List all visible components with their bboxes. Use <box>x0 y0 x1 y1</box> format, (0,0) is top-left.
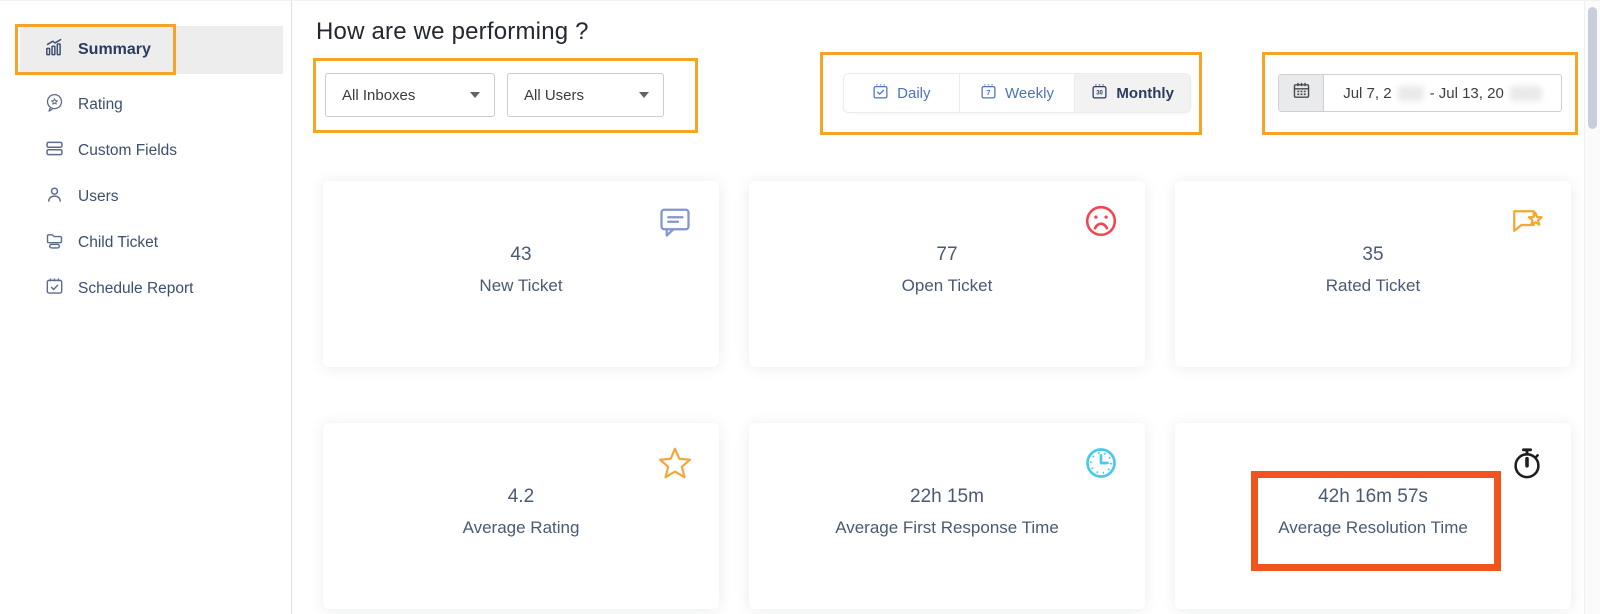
page-title: How are we performing ? <box>316 18 589 45</box>
calendar-icon <box>1292 81 1311 105</box>
sidebar-item-child-ticket[interactable]: Child Ticket <box>20 228 283 258</box>
bar-chart-icon <box>44 37 65 63</box>
metric-value: 43 <box>510 244 532 265</box>
svg-text:30: 30 <box>1097 90 1104 96</box>
sidebar-item-label: Schedule Report <box>78 280 194 297</box>
metric-value: 42h 16m 57s <box>1318 486 1428 507</box>
sidebar-item-rating[interactable]: Rating <box>20 90 283 120</box>
inbox-filter-value: All Inboxes <box>342 86 416 104</box>
svg-text:7: 7 <box>986 87 990 96</box>
period-toggle: Daily 7 Weekly 30 Monthly <box>843 73 1191 113</box>
metric-value: 22h 15m <box>910 486 984 507</box>
metric-value: 35 <box>1362 244 1384 265</box>
redacted-year <box>1397 85 1424 101</box>
metric-card-average-rating: 4.2 Average Rating <box>323 423 719 609</box>
clock-icon <box>1083 445 1119 481</box>
calendar-button[interactable] <box>1279 75 1324 111</box>
metric-card-open-ticket: 77 Open Ticket <box>749 181 1145 367</box>
rated-chat-icon <box>1509 203 1545 239</box>
sidebar-item-custom-fields[interactable]: Custom Fields <box>20 136 283 166</box>
chat-star-icon <box>44 92 65 118</box>
period-daily-label: Daily <box>897 84 931 102</box>
sidebar-item-schedule-report[interactable]: Schedule Report <box>20 274 283 304</box>
metric-value: 4.2 <box>507 486 535 507</box>
sad-face-icon <box>1083 203 1119 239</box>
date-range-picker[interactable]: Jul 7, 2 - Jul 13, 20 <box>1278 74 1562 112</box>
period-weekly-button[interactable]: 7 Weekly <box>958 74 1075 112</box>
fields-icon <box>44 138 65 164</box>
metric-value: 77 <box>936 244 958 265</box>
sidebar-item-label: Child Ticket <box>78 234 159 251</box>
metric-label: Open Ticket <box>901 276 993 295</box>
user-icon <box>44 184 65 210</box>
user-filter-dropdown[interactable]: All Users <box>507 73 664 117</box>
sidebar-item-label: Summary <box>78 41 151 58</box>
chevron-down-icon <box>639 92 649 98</box>
scrollbar-thumb[interactable] <box>1588 7 1597 129</box>
metric-card-avg-first-response: 22h 15m Average First Response Time <box>749 423 1145 609</box>
metric-label: New Ticket <box>479 276 563 295</box>
calendar-30-icon: 30 <box>1091 83 1108 104</box>
metric-label: Average Resolution Time <box>1278 518 1468 537</box>
sidebar-item-label: Custom Fields <box>78 142 178 159</box>
date-range-value: Jul 7, 2 - Jul 13, 20 <box>1324 75 1561 111</box>
chevron-down-icon <box>470 92 480 98</box>
comment-icon <box>657 203 693 239</box>
sidebar-item-summary[interactable]: Summary <box>20 26 283 74</box>
user-filter-value: All Users <box>524 86 585 104</box>
sidebar-item-users[interactable]: Users <box>20 182 283 212</box>
calendar-7-icon: 7 <box>980 83 997 104</box>
child-ticket-icon <box>44 230 65 256</box>
metric-card-new-ticket: 43 New Ticket <box>323 181 719 367</box>
period-monthly-button[interactable]: 30 Monthly <box>1074 74 1190 112</box>
star-icon <box>657 445 693 481</box>
metric-card-avg-resolution: 42h 16m 57s Average Resolution Time <box>1175 423 1571 609</box>
sidebar-item-label: Rating <box>78 96 123 113</box>
metric-label: Average First Response Time <box>835 518 1059 537</box>
date-range-start: Jul 7, 2 <box>1343 84 1392 102</box>
redacted-year <box>1509 85 1542 101</box>
calendar-check-small-icon <box>872 83 889 104</box>
metric-label: Average Rating <box>462 518 580 537</box>
date-range-end: - Jul 13, 20 <box>1429 84 1504 102</box>
sidebar: Summary Rating Custom Fields <box>0 1 292 614</box>
inbox-filter-dropdown[interactable]: All Inboxes <box>325 73 495 117</box>
stopwatch-icon <box>1509 445 1545 481</box>
period-monthly-label: Monthly <box>1116 84 1174 102</box>
calendar-check-icon <box>44 276 65 302</box>
sidebar-item-label: Users <box>78 188 119 205</box>
metric-label: Rated Ticket <box>1325 276 1421 295</box>
metric-card-rated-ticket: 35 Rated Ticket <box>1175 181 1571 367</box>
vertical-scrollbar[interactable] <box>1584 1 1600 614</box>
period-weekly-label: Weekly <box>1005 84 1054 102</box>
period-daily-button[interactable]: Daily <box>844 74 959 112</box>
